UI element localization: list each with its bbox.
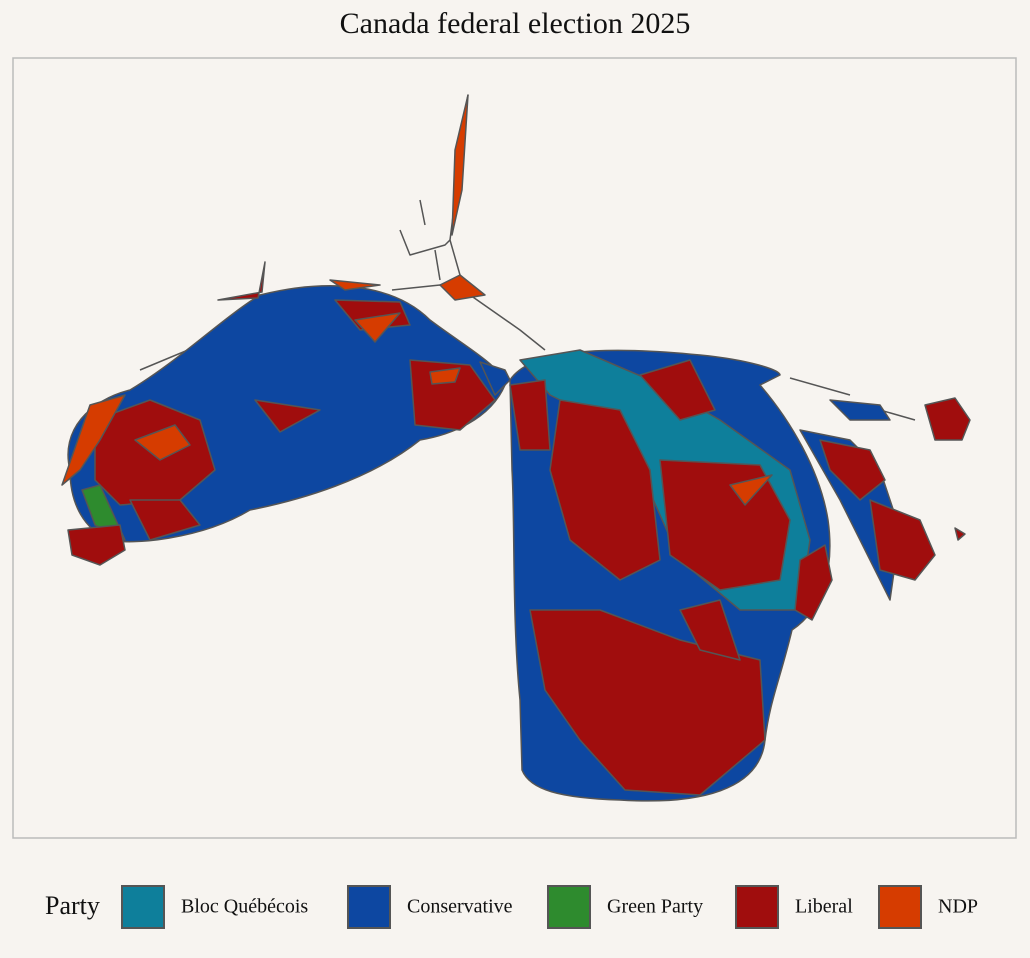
legend-swatch	[121, 885, 165, 929]
riding	[509, 379, 551, 451]
riding	[679, 599, 741, 661]
legend-swatch	[547, 885, 591, 929]
cartogram	[61, 94, 971, 802]
riding	[134, 424, 191, 461]
riding	[794, 544, 833, 621]
riding	[924, 397, 971, 441]
riding	[729, 474, 773, 506]
riding	[254, 399, 321, 433]
riding	[61, 394, 126, 486]
legend-label: Bloc Québécois	[181, 896, 308, 918]
territory-line	[391, 199, 471, 296]
riding	[869, 499, 936, 581]
riding	[529, 609, 766, 796]
riding	[549, 399, 661, 581]
riding	[329, 279, 381, 291]
riding	[429, 367, 461, 385]
riding	[439, 274, 486, 301]
riding	[451, 94, 469, 236]
legend-swatch	[735, 885, 779, 929]
legend-label: Liberal	[795, 896, 853, 918]
legend-label: NDP	[938, 896, 978, 918]
legend-swatch	[878, 885, 922, 929]
riding	[954, 527, 966, 541]
riding	[129, 499, 201, 541]
riding	[217, 261, 266, 301]
region	[829, 399, 891, 421]
riding	[659, 459, 791, 591]
legend-swatch	[347, 885, 391, 929]
legend-label: Conservative	[407, 896, 513, 918]
legend: Bloc Québécois Conservative Green Party Lib…	[121, 885, 978, 929]
riding	[354, 312, 401, 343]
riding	[639, 359, 716, 421]
region	[479, 361, 511, 396]
riding	[819, 439, 886, 501]
riding	[67, 524, 126, 566]
map-title: Canada federal election 2025	[340, 7, 691, 40]
legend-title: Party	[45, 891, 100, 920]
legend-label: Green Party	[607, 896, 703, 918]
